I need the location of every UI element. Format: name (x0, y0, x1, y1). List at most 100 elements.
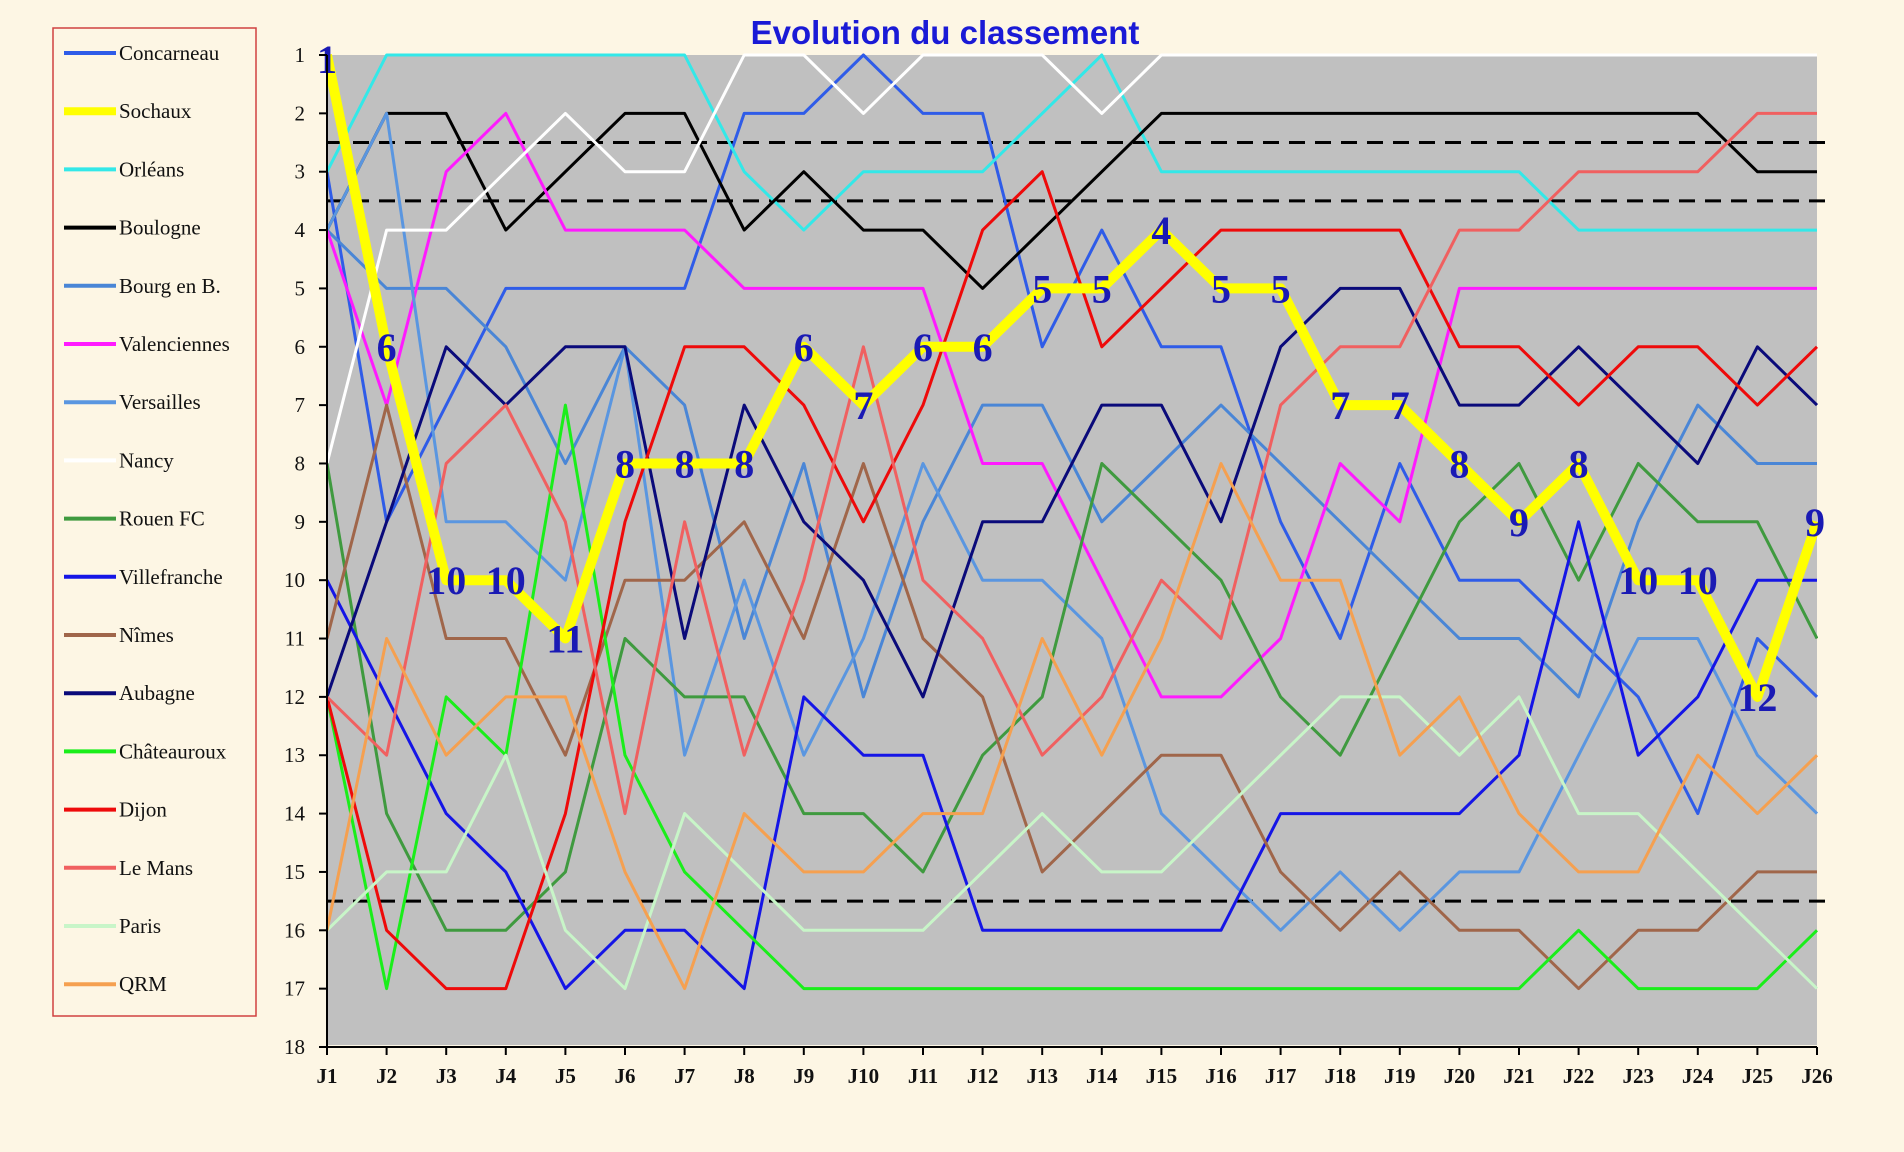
legend-item-label: Nancy (119, 448, 174, 472)
x-tick-label: J6 (615, 1064, 636, 1088)
legend-item-label: Aubagne (119, 681, 195, 705)
legend-item-label: Valenciennes (119, 332, 230, 356)
x-tick-label: J9 (793, 1064, 814, 1088)
rank-label: 5 (1211, 266, 1231, 311)
y-tick-label: 14 (284, 802, 306, 826)
y-tick-label: 7 (295, 393, 306, 417)
x-tick-label: J21 (1503, 1064, 1535, 1088)
x-tick-label: J8 (734, 1064, 755, 1088)
legend-item-label: Le Mans (119, 856, 193, 880)
y-tick-label: 9 (295, 510, 306, 534)
series-line-sochaux (327, 53, 1818, 702)
x-tick-label: J13 (1026, 1064, 1058, 1088)
x-tick-label: J25 (1742, 1064, 1774, 1088)
y-tick-label: 6 (295, 335, 306, 359)
x-tick-label: J26 (1801, 1064, 1833, 1088)
rank-label: 8 (675, 441, 695, 486)
x-tick-label: J16 (1205, 1064, 1237, 1088)
x-tick-label: J2 (376, 1064, 397, 1088)
x-tick-label: J23 (1622, 1064, 1654, 1088)
legend-item-label: Châteauroux (119, 739, 227, 763)
axes (326, 55, 1817, 1048)
legend-item-label: Boulogne (119, 216, 201, 240)
legend-item-label: Rouen FC (119, 507, 205, 531)
series-layer (327, 53, 1818, 991)
rank-label: 8 (1449, 441, 1469, 486)
x-tick-label: J1 (317, 1064, 338, 1088)
y-tick-label: 3 (295, 160, 306, 184)
x-tick-label: J17 (1265, 1064, 1297, 1088)
rank-label: 8 (1569, 441, 1589, 486)
chart-title: Evolution du classement (751, 14, 1140, 51)
x-tick-label: J14 (1086, 1064, 1118, 1088)
y-tick-label: 5 (295, 276, 306, 300)
y-tick-label: 12 (284, 685, 305, 709)
x-tick-label: J19 (1384, 1064, 1416, 1088)
rank-label: 8 (734, 441, 754, 486)
rank-label: 7 (853, 383, 873, 428)
legend-item-label: Dijon (119, 798, 167, 822)
y-tick-label: 11 (285, 627, 305, 651)
x-tick-label: J18 (1324, 1064, 1356, 1088)
x-tick-label: J5 (555, 1064, 576, 1088)
y-tick-label: 15 (284, 860, 305, 884)
rank-label: 4 (1151, 208, 1171, 253)
rank-label: 6 (794, 325, 814, 370)
y-tick-label: 2 (295, 101, 306, 125)
x-tick-label: J4 (495, 1064, 517, 1088)
y-tick-label: 10 (284, 568, 305, 592)
legend-item-label: Paris (119, 914, 161, 938)
legend-item-label: QRM (119, 972, 167, 996)
rank-label: 10 (486, 558, 526, 603)
series-line-paris (327, 695, 1818, 991)
y-tick-label: 8 (295, 451, 306, 475)
y-tick-label: 17 (284, 977, 305, 1001)
y-tick-label: 18 (284, 1035, 305, 1059)
x-tick-label: J11 (908, 1064, 938, 1088)
y-tick-label: 16 (284, 918, 305, 942)
series-line-dijon (327, 170, 1818, 991)
rank-label: 5 (1271, 266, 1291, 311)
rank-label: 9 (1805, 500, 1825, 545)
series-line-le-mans (327, 111, 1817, 816)
y-tick-label: 13 (284, 743, 305, 767)
rank-label: 7 (1390, 383, 1410, 428)
rank-label: 10 (426, 558, 466, 603)
x-tick-label: J12 (967, 1064, 999, 1088)
x-tick-label: J15 (1146, 1064, 1178, 1088)
x-tick-label: J20 (1444, 1064, 1476, 1088)
rank-label: 5 (1092, 266, 1112, 311)
y-tick-label: 1 (295, 43, 306, 67)
rank-label: 11 (547, 617, 585, 662)
series-line-villefranche (327, 520, 1817, 991)
x-tick-label: J24 (1682, 1064, 1714, 1088)
series-line-ch-teauroux (327, 403, 1818, 991)
series-line-aubagne (327, 286, 1818, 699)
x-tick-label: J7 (674, 1064, 695, 1088)
legend-item-label: Nîmes (119, 623, 174, 647)
legend-item-label: Bourg en B. (119, 274, 221, 298)
rank-label: 9 (1509, 500, 1529, 545)
series-line-valenciennes (327, 111, 1817, 699)
legend-item-label: Concarneau (119, 41, 220, 65)
rank-label: 8 (615, 441, 635, 486)
rank-label: 6 (913, 325, 933, 370)
x-tick-label: J3 (436, 1064, 457, 1088)
x-tick-label: J22 (1563, 1064, 1595, 1088)
reference-lines (327, 141, 1833, 903)
rank-label: 10 (1678, 558, 1718, 603)
rank-label: 6 (973, 325, 993, 370)
y-tick-label: 4 (295, 218, 306, 242)
rank-label: 6 (377, 325, 397, 370)
series-line-nancy (327, 53, 1817, 464)
x-ticks: J1 J2 J3 J4 J5 J6 J7 J8 J9 J10 J11 J12 J13 J14 J15 J16 J… (317, 1047, 1833, 1088)
rank-label: 10 (1618, 558, 1658, 603)
legend-item-label: Versailles (119, 390, 201, 414)
x-tick-label: J10 (848, 1064, 880, 1088)
legend-item-label: Orléans (119, 157, 184, 181)
rank-label: 5 (1032, 266, 1052, 311)
legend: Concarneau Sochaux Orléans Boulogne Bourg en… (52, 27, 257, 1017)
rank-label: 7 (1330, 383, 1350, 428)
